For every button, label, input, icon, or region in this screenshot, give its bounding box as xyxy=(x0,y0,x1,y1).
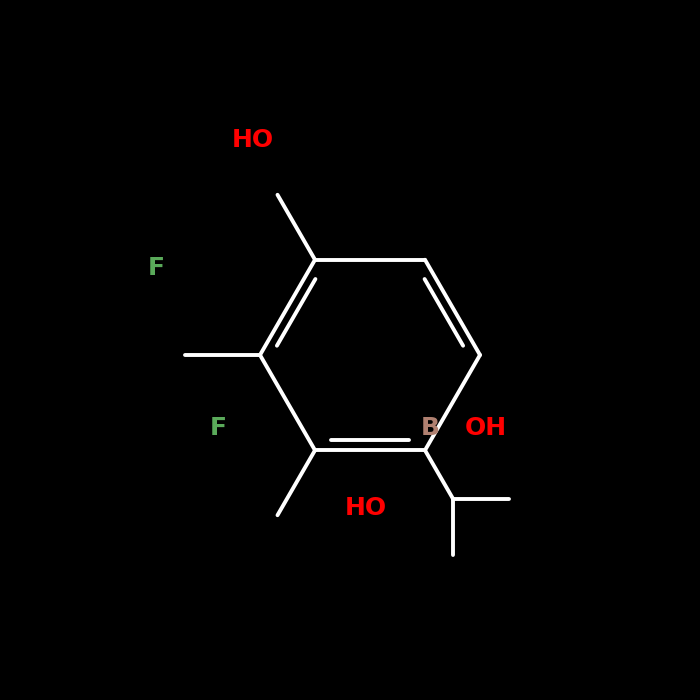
Text: F: F xyxy=(148,256,165,280)
Text: HO: HO xyxy=(345,496,387,520)
Text: HO: HO xyxy=(232,128,274,152)
Text: F: F xyxy=(210,416,227,440)
Text: B: B xyxy=(421,416,440,440)
Text: OH: OH xyxy=(465,416,507,440)
